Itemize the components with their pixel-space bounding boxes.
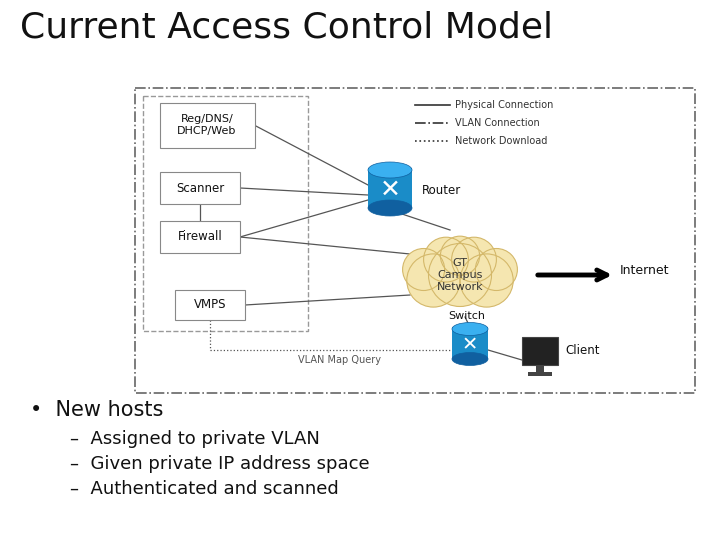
Text: Reg/DNS/
DHCP/Web: Reg/DNS/ DHCP/Web bbox=[177, 114, 237, 136]
Text: Scanner: Scanner bbox=[176, 181, 224, 194]
Bar bbox=[160, 172, 240, 204]
Bar bbox=[175, 290, 245, 320]
Ellipse shape bbox=[452, 322, 488, 335]
Circle shape bbox=[428, 244, 492, 307]
Circle shape bbox=[441, 236, 480, 275]
Bar bbox=[160, 103, 254, 147]
Text: Physical Connection: Physical Connection bbox=[455, 100, 554, 110]
Bar bbox=[528, 372, 552, 376]
Text: ✕: ✕ bbox=[379, 178, 400, 202]
Bar bbox=[135, 88, 695, 393]
Text: •  New hosts: • New hosts bbox=[30, 400, 163, 420]
Circle shape bbox=[460, 254, 513, 307]
Text: Internet: Internet bbox=[620, 264, 670, 276]
Text: Switch: Switch bbox=[449, 311, 485, 321]
Bar bbox=[522, 337, 558, 365]
Text: VLAN Map Query: VLAN Map Query bbox=[299, 355, 382, 365]
Text: –  Assigned to private VLAN: – Assigned to private VLAN bbox=[70, 430, 320, 448]
Text: Firewall: Firewall bbox=[178, 231, 222, 244]
Text: Client: Client bbox=[565, 343, 600, 356]
Circle shape bbox=[423, 237, 469, 282]
Text: –  Authenticated and scanned: – Authenticated and scanned bbox=[70, 480, 338, 498]
Bar bbox=[536, 365, 544, 372]
Text: VLAN Connection: VLAN Connection bbox=[455, 118, 540, 128]
Ellipse shape bbox=[452, 353, 488, 366]
Circle shape bbox=[407, 254, 460, 307]
Bar bbox=[143, 96, 308, 331]
Text: VMPS: VMPS bbox=[194, 299, 226, 312]
Text: GT
Campus
Network: GT Campus Network bbox=[437, 259, 483, 292]
Text: Current Access Control Model: Current Access Control Model bbox=[20, 10, 553, 44]
Text: ✕: ✕ bbox=[462, 335, 478, 354]
Circle shape bbox=[451, 237, 496, 282]
Bar bbox=[452, 327, 488, 359]
Text: –  Given private IP address space: – Given private IP address space bbox=[70, 455, 369, 473]
Circle shape bbox=[475, 248, 518, 291]
Circle shape bbox=[402, 248, 445, 291]
Text: Router: Router bbox=[422, 184, 462, 197]
Ellipse shape bbox=[368, 200, 412, 216]
Bar bbox=[368, 168, 412, 208]
Text: Network Download: Network Download bbox=[455, 136, 547, 146]
Bar bbox=[160, 221, 240, 253]
Ellipse shape bbox=[368, 162, 412, 178]
